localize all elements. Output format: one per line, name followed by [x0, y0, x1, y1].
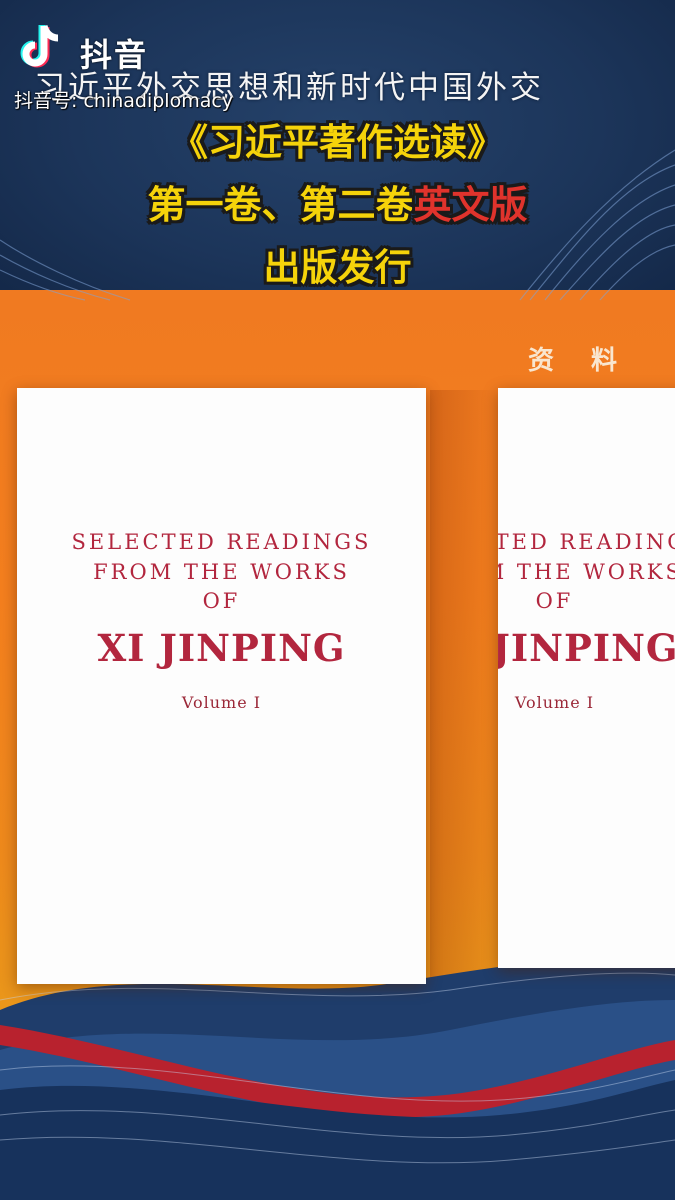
book-title-line-2: FROM THE WORKS — [93, 560, 350, 584]
bottom-waves — [0, 957, 675, 1200]
book-title-line-3: OF — [202, 589, 241, 613]
side-label: 资 料 — [528, 346, 632, 376]
header-background — [0, 0, 675, 310]
book-volume: Volume I — [514, 693, 595, 712]
book-cover-volume-1: SELECTED READINGS FROM THE WORKS OF XI J… — [17, 388, 426, 984]
book-title-line-1: SELECTED READINGS — [71, 530, 372, 554]
book-title-line-2: FROM THE WORKS — [498, 560, 675, 584]
app-logo-label: 抖音 — [80, 36, 149, 74]
book-volume: Volume I — [181, 693, 262, 712]
headline-published: 出版发行 — [263, 246, 412, 289]
book-cover-volume-2: SELECTED READINGS FROM THE WORKS OF XI J… — [498, 388, 675, 968]
book-title-line-1: SELECTED READINGS — [498, 530, 675, 554]
headline-book-title: 《习近平著作选读》 — [171, 121, 504, 164]
account-handle: 抖音号: chinadiplomacy — [14, 90, 234, 112]
panel-shadow — [430, 390, 500, 990]
book-author: XI JINPING — [97, 626, 346, 670]
headline-volumes-yellow: 第一卷、第二卷 — [147, 183, 414, 227]
tiktok-logo-icon — [20, 24, 59, 68]
book-title-line-3: OF — [535, 589, 574, 613]
program-subtitle: 习近平外交思想和新时代中国外交 — [34, 70, 544, 106]
headline-volumes: 第一卷、第二卷英文版 — [0, 174, 675, 229]
headline-volumes-red: 英文版 — [413, 183, 528, 227]
book-author: XI JINPING — [498, 626, 675, 670]
